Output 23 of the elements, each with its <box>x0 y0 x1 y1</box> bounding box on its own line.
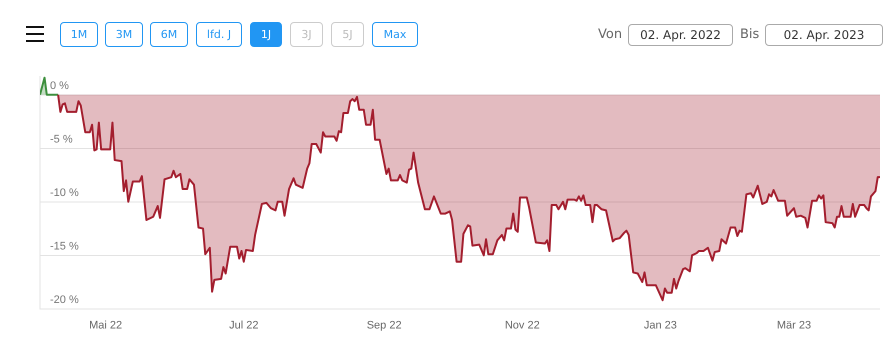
text: 3M <box>105 22 143 47</box>
y-tick-label: -15 % <box>50 240 79 252</box>
text: 6M <box>150 22 188 47</box>
text: lfd. J <box>196 22 242 47</box>
x-tick-label: Sep 22 <box>366 319 402 332</box>
y-tick-label: -20 % <box>50 294 79 306</box>
text: 02. Apr. 2023 <box>765 24 883 46</box>
text: 1M <box>60 22 98 47</box>
y-tick-label: -5 % <box>50 133 73 146</box>
text: 5J <box>331 22 364 47</box>
x-tick-label: Jan 23 <box>644 319 677 332</box>
text: Max <box>372 22 418 47</box>
text: Von <box>598 27 622 42</box>
text: 1J <box>250 22 282 47</box>
y-tick-label: 0 % <box>50 80 70 92</box>
text: 3J <box>290 22 323 47</box>
x-tick-label: Jul 22 <box>229 319 258 332</box>
x-tick-label: Mai 22 <box>89 319 122 332</box>
x-tick-label: Mär 23 <box>776 319 812 332</box>
text: 02. Apr. 2022 <box>628 24 733 46</box>
y-tick-label: -10 % <box>50 186 79 199</box>
text: Bis <box>740 27 760 42</box>
x-tick-label: Nov 22 <box>504 319 540 332</box>
